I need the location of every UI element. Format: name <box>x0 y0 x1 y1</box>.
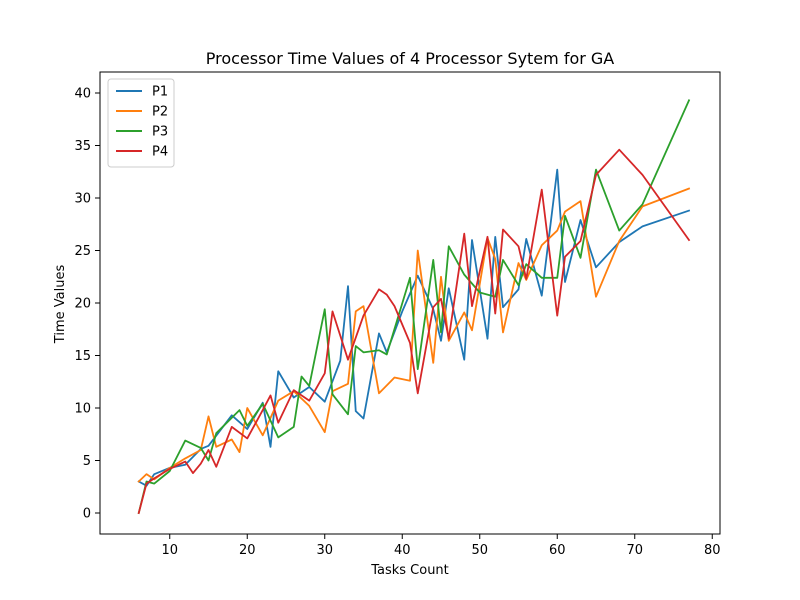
plot-area <box>137 99 691 515</box>
series-line-p2 <box>137 187 691 483</box>
x-tick-label: 40 <box>394 543 411 558</box>
x-tick-label: 10 <box>161 543 178 558</box>
x-tick-label: 60 <box>549 543 566 558</box>
y-axis-label: Time Values <box>53 265 68 345</box>
y-tick-label: 20 <box>74 297 91 312</box>
x-tick-label: 80 <box>704 543 721 558</box>
y-tick-label: 0 <box>83 507 91 522</box>
legend-label-p3: P3 <box>152 125 168 140</box>
legend-label-p2: P2 <box>152 105 168 120</box>
series-line-p3 <box>137 99 691 515</box>
legend-label-p1: P1 <box>152 85 168 100</box>
y-tick-label: 40 <box>74 87 91 102</box>
y-tick-label: 5 <box>83 454 91 469</box>
x-tick-label: 30 <box>316 543 333 558</box>
legend-box <box>107 78 175 168</box>
y-tick-label: 15 <box>74 349 91 364</box>
legend: P1 P2 P3 P4 <box>107 78 175 168</box>
series-line-p4 <box>137 148 691 515</box>
chart-title: Processor Time Values of 4 Processor Syt… <box>206 49 615 68</box>
x-tick-label: 70 <box>626 543 643 558</box>
axes: 10 20 30 40 50 60 70 80 0 5 10 15 20 25 30 35 40 <box>74 71 721 558</box>
y-tick-label: 10 <box>74 402 91 417</box>
y-tick-label: 30 <box>74 192 91 207</box>
x-tick-label: 20 <box>239 543 256 558</box>
x-tick-label: 50 <box>471 543 488 558</box>
y-tick-label: 35 <box>74 139 91 154</box>
x-axis-label: Tasks Count <box>370 563 449 578</box>
legend-label-p4: P4 <box>152 145 168 160</box>
y-tick-label: 25 <box>74 244 91 259</box>
